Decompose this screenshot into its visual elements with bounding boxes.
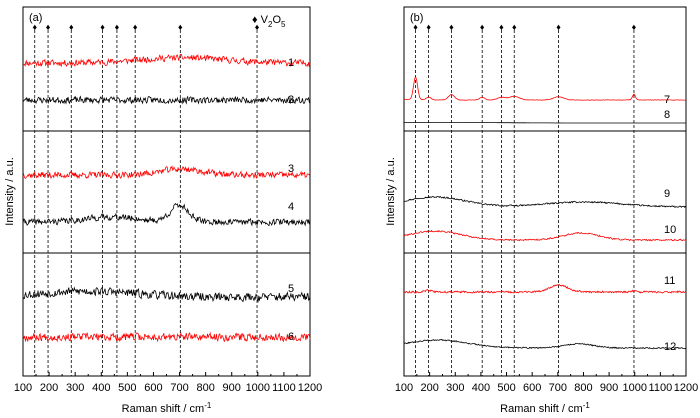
series-line-1: [23, 53, 311, 68]
reference-peak-marker: ♦: [480, 22, 485, 32]
reference-peak-marker: ♦: [32, 22, 37, 32]
panel-label: (a): [29, 12, 42, 24]
series-line-4: [22, 202, 311, 227]
x-tick-label: 1100: [272, 382, 296, 394]
series-line-2: [22, 95, 311, 105]
series-label: 9: [664, 188, 670, 200]
chart-panel-a: 100 200 300 400 500 600 700 800 900 1000 1100 1200 R…: [4, 6, 322, 415]
x-tick-label: 200: [40, 382, 58, 394]
x-axis-label: Raman shift / cm-1: [122, 401, 212, 415]
x-tick-label: 1200: [298, 382, 322, 394]
reference-peak-marker: ♦: [133, 22, 138, 32]
series-label: 4: [288, 201, 294, 213]
reference-peak-marker: ♦: [512, 22, 517, 32]
chart-panel-b: 100 200 300 400 500 600 700 800 900 1000 1100 1200 R…: [385, 6, 698, 415]
legend-text-part: V: [261, 14, 269, 26]
legend-entry: ♦ V2O5: [252, 14, 286, 29]
reference-peak-marker: ♦: [426, 22, 431, 32]
series-line-9: [403, 196, 687, 209]
reference-peak-marker: ♦: [255, 22, 260, 32]
x-tick-label: 900: [600, 382, 618, 394]
x-axis-label: Raman shift / cm-1: [500, 401, 590, 415]
series-label: 5: [288, 283, 294, 295]
x-tick-label: 600: [523, 382, 541, 394]
series-label: 2: [288, 94, 294, 106]
series-label: 8: [664, 109, 670, 121]
x-tick-label: 1000: [246, 382, 270, 394]
legend-text-part: 2: [268, 20, 273, 29]
series-label: 11: [664, 275, 675, 287]
x-axis-label-superscript: -1: [583, 401, 591, 410]
x-tick-label: 400: [472, 382, 490, 394]
legend-text-part: 5: [281, 20, 286, 29]
series-label: 7: [664, 94, 670, 106]
x-tick-label: 100: [14, 382, 32, 394]
x-tick-label: 1000: [622, 382, 646, 394]
y-axis-label: Intensity / a.u.: [4, 157, 16, 225]
x-tick-label: 400: [92, 382, 110, 394]
reference-peak-marker: ♦: [100, 22, 105, 32]
series-label: 6: [288, 331, 294, 343]
series-line-5: [22, 286, 311, 303]
x-tick-label: 300: [446, 382, 464, 394]
x-tick-label: 1200: [674, 382, 698, 394]
x-tick-label: 800: [196, 382, 214, 394]
series-label: 1: [288, 57, 294, 69]
x-tick-label: 300: [66, 382, 84, 394]
x-tick-label: 100: [395, 382, 413, 394]
series-line-10: [403, 229, 687, 242]
series-label: 3: [288, 163, 294, 175]
series-line-3: [22, 165, 311, 180]
reference-peak-marker: ♦: [115, 22, 120, 32]
reference-peak-marker: ♦: [69, 22, 74, 32]
reference-peak-marker: ♦: [178, 22, 183, 32]
x-tick-label: 900: [223, 382, 241, 394]
x-tick-label: 700: [170, 382, 188, 394]
x-tick-label: 500: [497, 382, 515, 394]
series-line-12: [403, 338, 687, 350]
plot-frame: [403, 6, 687, 377]
series-label: 10: [664, 224, 676, 236]
reference-peak-marker: ♦: [499, 22, 504, 32]
y-axis-label: Intensity / a.u.: [385, 157, 397, 225]
reference-peak-marker: ♦: [556, 22, 561, 32]
x-tick-label: 800: [574, 382, 592, 394]
x-tick-label: 600: [144, 382, 162, 394]
series-line-8: [403, 122, 686, 124]
series-line-6: [22, 331, 311, 343]
x-axis-label-superscript: -1: [204, 401, 212, 410]
reference-peak-marker: ♦: [449, 22, 454, 32]
x-tick-label: 700: [549, 382, 567, 394]
legend-text-part: O: [272, 14, 281, 26]
x-tick-label: 200: [420, 382, 438, 394]
x-tick-label: 1100: [649, 382, 673, 394]
plot-frame: [22, 6, 311, 377]
series-line-11: [403, 284, 687, 294]
reference-peak-marker: ♦: [46, 22, 51, 32]
series-label: 12: [664, 341, 676, 353]
reference-peak-marker: ♦: [632, 22, 637, 32]
x-tick-label: 500: [118, 382, 136, 394]
legend-text-part: ♦: [252, 14, 261, 26]
reference-peak-marker: ♦: [413, 22, 418, 32]
series-line-7: [403, 76, 687, 101]
panel-label: (b): [410, 12, 423, 24]
